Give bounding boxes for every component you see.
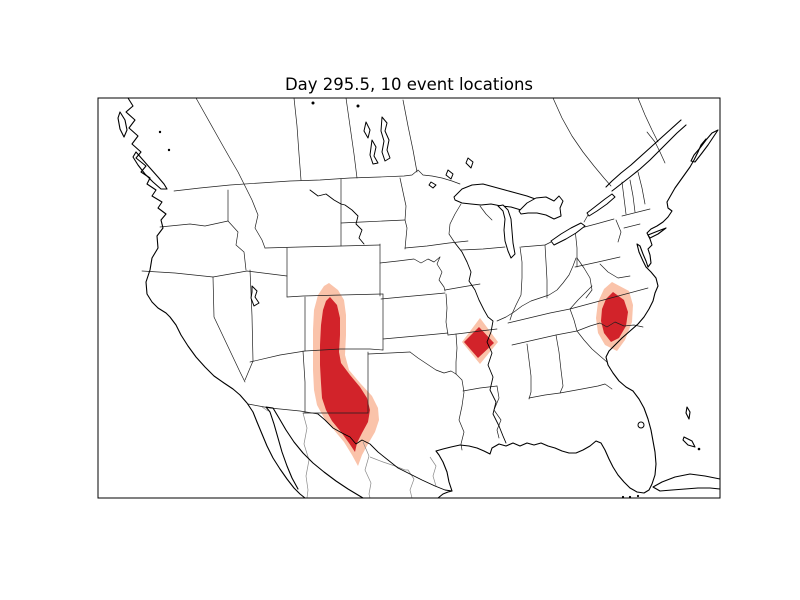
- axes-frame: [97, 97, 721, 499]
- mexico-state-borders: [261, 406, 437, 499]
- long-island: [647, 227, 667, 239]
- nova-scotia: [690, 129, 719, 163]
- rivers: [309, 189, 507, 492]
- pacific-coast: [125, 97, 306, 499]
- event-contours-outer: [313, 282, 633, 466]
- lake-michigan: [497, 204, 516, 259]
- us-canada-border: [173, 169, 461, 192]
- figure-title: Day 295.5, 10 event locations: [285, 75, 533, 94]
- lake-winnipeg: [380, 116, 391, 162]
- lake-huron: [518, 195, 564, 220]
- lake-manitoba: [369, 139, 379, 165]
- contour-inner-ozarks: [464, 327, 494, 358]
- coastlines: [117, 97, 721, 499]
- mississippi-river: [454, 242, 507, 444]
- st-lawrence-river: [611, 124, 687, 192]
- lake-winnipegosis: [363, 121, 371, 139]
- lakes: [250, 116, 645, 429]
- lake-erie: [550, 222, 586, 246]
- bahamas: [682, 406, 696, 448]
- vancouver-island: [132, 151, 168, 190]
- state-borders: [141, 97, 666, 451]
- great-salt-lake: [250, 285, 260, 307]
- lake-of-the-woods: [445, 169, 454, 180]
- haida-gwaii: [117, 111, 128, 138]
- contour-inner-carolinas: [601, 292, 628, 342]
- lake-nipigon: [465, 157, 474, 169]
- lake-ontario: [586, 193, 616, 217]
- gulf-of-california-coast: [265, 406, 364, 499]
- lake-okeechobee: [637, 421, 645, 429]
- missouri-river: [309, 189, 365, 245]
- cuba: [652, 473, 721, 492]
- rio-grande-river: [317, 413, 453, 492]
